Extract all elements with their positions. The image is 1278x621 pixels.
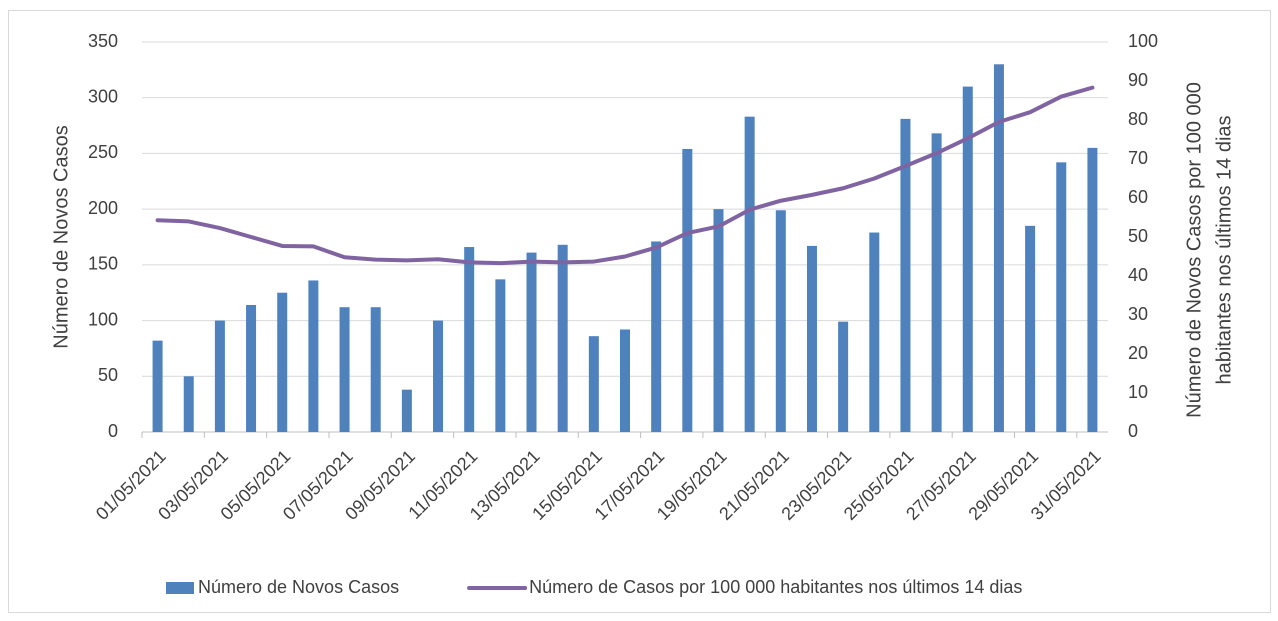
y2-axis-title: habitantes nos últimos 14 dias bbox=[1213, 115, 1235, 384]
y-tick-label: 50 bbox=[98, 365, 118, 385]
y2-tick-label: 50 bbox=[1128, 226, 1148, 246]
bar bbox=[962, 86, 973, 433]
legend-label: Número de Novos Casos bbox=[198, 577, 399, 597]
bar bbox=[246, 304, 257, 432]
line bbox=[155, 85, 1095, 266]
bar bbox=[1025, 225, 1036, 432]
bar bbox=[900, 118, 911, 432]
bar bbox=[651, 241, 662, 432]
y2-tick-label: 80 bbox=[1128, 109, 1148, 129]
bar bbox=[993, 64, 1004, 433]
y2-tick-label: 30 bbox=[1128, 304, 1148, 324]
bar bbox=[1087, 147, 1098, 432]
y-tick-label: 150 bbox=[88, 254, 118, 274]
bar bbox=[869, 232, 880, 432]
y-axis-title: Número de Novos Casos bbox=[50, 125, 72, 348]
bar bbox=[495, 279, 506, 432]
y-tick-label: 200 bbox=[88, 198, 118, 218]
y2-tick-label: 40 bbox=[1128, 265, 1148, 285]
bar bbox=[152, 340, 163, 432]
bar bbox=[588, 336, 599, 432]
bar bbox=[713, 209, 724, 432]
bar bbox=[308, 280, 319, 432]
bar bbox=[557, 244, 568, 432]
y-tick-label: 300 bbox=[88, 86, 118, 106]
bar bbox=[775, 210, 786, 432]
y2-tick-label: 90 bbox=[1128, 70, 1148, 90]
legend-swatch bbox=[166, 582, 194, 594]
bar bbox=[464, 247, 475, 432]
bar bbox=[806, 245, 817, 432]
bar bbox=[931, 133, 942, 432]
y2-tick-label: 100 bbox=[1128, 31, 1158, 51]
y2-tick-label: 0 bbox=[1128, 421, 1138, 441]
chart-frame bbox=[8, 10, 1271, 613]
y-tick-label: 0 bbox=[108, 421, 118, 441]
bar bbox=[339, 307, 350, 432]
bar bbox=[682, 148, 693, 432]
bar bbox=[838, 321, 849, 432]
y2-axis-title: Número de Novos Casos por 100 000 bbox=[1183, 82, 1205, 418]
y2-tick-label: 10 bbox=[1128, 382, 1148, 402]
bar bbox=[526, 252, 537, 432]
bar bbox=[214, 320, 225, 432]
bar bbox=[620, 329, 630, 432]
bar bbox=[744, 116, 755, 433]
y2-tick-label: 20 bbox=[1128, 343, 1148, 363]
y-tick-label: 350 bbox=[88, 31, 118, 51]
y-tick-label: 100 bbox=[88, 309, 118, 329]
y2-tick-label: 60 bbox=[1128, 187, 1148, 207]
legend-label: Número de Casos por 100 000 habitantes n… bbox=[529, 577, 1022, 597]
y2-tick-label: 70 bbox=[1128, 148, 1148, 168]
bar bbox=[277, 292, 288, 432]
bar bbox=[433, 320, 444, 432]
bar bbox=[370, 307, 381, 432]
bar bbox=[401, 389, 412, 432]
bar bbox=[1056, 162, 1067, 433]
bar bbox=[183, 376, 194, 432]
y-tick-label: 250 bbox=[88, 142, 118, 162]
